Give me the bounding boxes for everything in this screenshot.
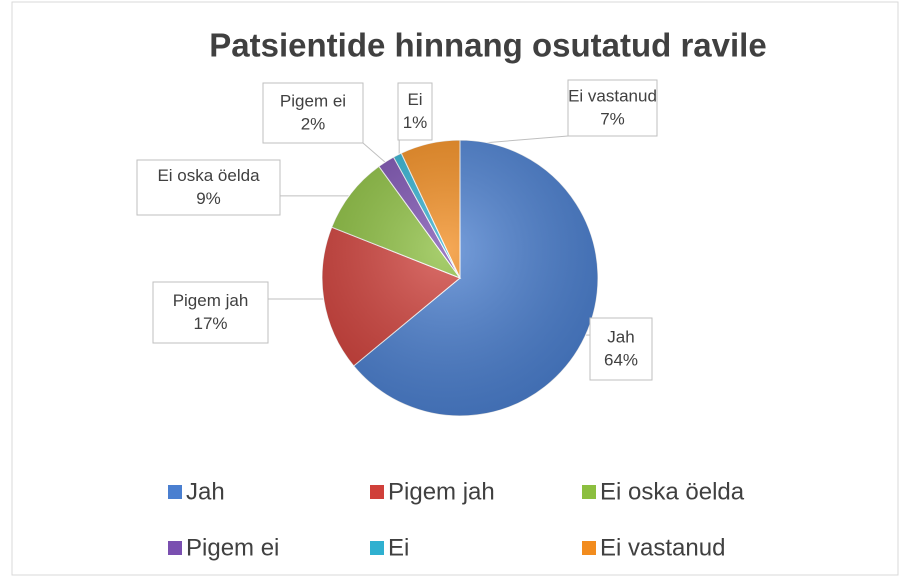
legend-swatch — [582, 541, 596, 555]
legend-label: Ei oska öelda — [600, 478, 745, 505]
label-box — [397, 82, 433, 141]
data-labels: Jah 64% Pigem jah 17% Ei oska öelda 9% Pigem e… — [136, 79, 658, 381]
legend-label: Pigem jah — [388, 478, 495, 505]
data-label-name: Ei oska öelda — [157, 166, 260, 185]
legend-label: Jah — [186, 478, 225, 505]
data-label-name: Jah — [607, 327, 634, 346]
legend-label: Ei — [388, 534, 409, 561]
legend-swatch — [370, 541, 384, 555]
data-label: 1% — [403, 113, 428, 132]
data-label: 7% — [600, 109, 625, 128]
label-box — [262, 82, 364, 144]
data-label: 17% — [193, 314, 227, 333]
legend-swatch — [168, 485, 182, 499]
legend-swatch — [582, 485, 596, 499]
data-label: 9% — [196, 189, 221, 208]
data-label-name: Pigem jah — [173, 291, 249, 310]
label-box — [152, 281, 269, 344]
label-box — [136, 159, 281, 216]
legend-swatch — [370, 485, 384, 499]
legend-swatch — [168, 541, 182, 555]
pie — [321, 139, 599, 417]
legend-label: Ei vastanud — [600, 534, 725, 561]
legend-label: Pigem ei — [186, 534, 279, 561]
data-label: 64% — [604, 350, 638, 369]
data-label-name: Ei — [407, 90, 422, 109]
data-label: 2% — [301, 114, 326, 133]
label-box — [567, 79, 658, 137]
label-box — [589, 317, 653, 381]
data-label-name: Pigem ei — [280, 91, 346, 110]
chart-title: Patsientide hinnang osutatud ravile — [209, 27, 766, 64]
data-label-name: Ei vastanud — [568, 86, 657, 105]
